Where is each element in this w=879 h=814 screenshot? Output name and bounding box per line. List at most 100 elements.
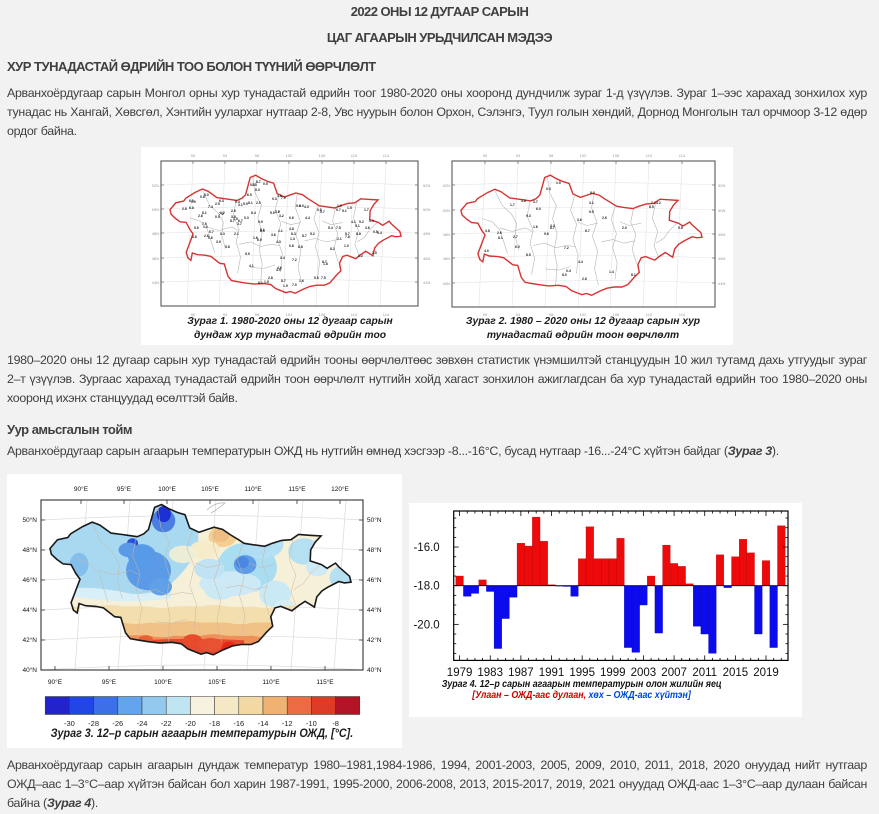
svg-text:2.6: 2.6 xyxy=(602,216,607,220)
svg-text:3.6: 3.6 xyxy=(577,218,582,222)
svg-text:2.8: 2.8 xyxy=(582,277,587,281)
svg-text:8.7: 8.7 xyxy=(302,234,307,238)
svg-text:1.9: 1.9 xyxy=(191,200,196,204)
svg-text:6.8: 6.8 xyxy=(189,199,194,203)
svg-text:9.4: 9.4 xyxy=(235,200,240,204)
svg-text:1983: 1983 xyxy=(477,667,503,679)
svg-text:8.0: 8.0 xyxy=(590,191,595,195)
svg-text:1.7: 1.7 xyxy=(364,208,369,212)
svg-text:8.7: 8.7 xyxy=(230,219,235,223)
svg-text:3.6: 3.6 xyxy=(271,233,276,237)
svg-text:8.7: 8.7 xyxy=(550,226,555,230)
svg-text:3.6: 3.6 xyxy=(365,226,370,230)
svg-text:2.8: 2.8 xyxy=(198,214,203,218)
svg-text:105°E: 105°E xyxy=(201,485,219,493)
svg-text:4.4: 4.4 xyxy=(578,260,583,264)
svg-text:-10: -10 xyxy=(306,719,317,728)
svg-text:48N: 48N xyxy=(423,231,430,236)
svg-text:50N: 50N xyxy=(152,207,159,212)
svg-text:0.5: 0.5 xyxy=(215,215,220,219)
svg-text:8.8: 8.8 xyxy=(356,232,361,236)
svg-text:7.2: 7.2 xyxy=(564,246,569,250)
svg-text:3.2: 3.2 xyxy=(656,201,661,205)
svg-text:98: 98 xyxy=(549,153,554,158)
svg-text:105°E: 105°E xyxy=(208,678,226,686)
svg-text:48N: 48N xyxy=(718,232,725,237)
svg-text:5.9: 5.9 xyxy=(270,211,275,215)
svg-text:4.3: 4.3 xyxy=(304,205,309,209)
svg-text:-20.0: -20.0 xyxy=(413,619,439,631)
svg-text:90: 90 xyxy=(483,312,488,317)
svg-text:-16.0: -16.0 xyxy=(413,542,439,554)
svg-text:94: 94 xyxy=(223,153,228,158)
svg-text:94: 94 xyxy=(516,153,521,158)
svg-text:44N: 44N xyxy=(443,281,450,286)
svg-text:110: 110 xyxy=(351,312,358,317)
svg-text:52N: 52N xyxy=(152,183,159,188)
svg-text:100°E: 100°E xyxy=(158,485,176,493)
svg-text:48°N: 48°N xyxy=(22,546,37,554)
svg-text:1.7: 1.7 xyxy=(275,210,280,214)
svg-text:7.5: 7.5 xyxy=(321,276,326,280)
svg-text:0.3: 0.3 xyxy=(244,216,249,220)
svg-text:102: 102 xyxy=(580,153,587,158)
svg-text:48N: 48N xyxy=(152,231,159,236)
svg-text:1.9: 1.9 xyxy=(233,217,238,221)
svg-text:7.4: 7.4 xyxy=(208,205,213,209)
svg-text:3.8: 3.8 xyxy=(231,215,236,219)
svg-text:3.8: 3.8 xyxy=(485,229,490,233)
svg-text:7.9: 7.9 xyxy=(275,210,280,214)
svg-text:0.3: 0.3 xyxy=(250,183,255,187)
svg-text:1.1: 1.1 xyxy=(278,229,283,233)
svg-text:5.9: 5.9 xyxy=(245,252,250,256)
svg-text:0.8: 0.8 xyxy=(317,208,322,212)
svg-text:102: 102 xyxy=(286,312,293,317)
svg-text:3.2: 3.2 xyxy=(279,214,284,218)
svg-text:46N: 46N xyxy=(152,256,159,261)
svg-text:98: 98 xyxy=(549,312,554,317)
svg-text:1991: 1991 xyxy=(539,667,565,679)
svg-text:4.4: 4.4 xyxy=(305,216,310,220)
svg-text:114: 114 xyxy=(679,153,686,158)
svg-text:6.8: 6.8 xyxy=(189,206,194,210)
svg-text:8.1: 8.1 xyxy=(498,236,503,240)
svg-text:-26: -26 xyxy=(112,719,123,728)
svg-text:2.6: 2.6 xyxy=(497,231,502,235)
svg-text:95°E: 95°E xyxy=(102,678,117,686)
svg-text:44°N: 44°N xyxy=(367,606,382,614)
svg-text:5.6: 5.6 xyxy=(314,276,319,280)
svg-text:-30: -30 xyxy=(64,719,75,728)
svg-text:1.5: 1.5 xyxy=(556,181,561,185)
svg-text:0.3: 0.3 xyxy=(546,187,551,191)
svg-text:106: 106 xyxy=(319,312,326,317)
svg-text:5.8: 5.8 xyxy=(678,226,683,230)
svg-text:0.8: 0.8 xyxy=(289,244,294,248)
svg-text:2.1: 2.1 xyxy=(234,232,239,236)
svg-text:9.9: 9.9 xyxy=(258,220,263,224)
svg-text:90: 90 xyxy=(483,153,488,158)
svg-text:106: 106 xyxy=(613,153,620,158)
svg-text:7.2: 7.2 xyxy=(292,258,297,262)
svg-text:9.6: 9.6 xyxy=(544,232,549,236)
svg-text:8.7: 8.7 xyxy=(281,279,286,283)
svg-text:90°E: 90°E xyxy=(48,678,63,686)
svg-text:1.0: 1.0 xyxy=(203,225,208,229)
svg-text:-18.0: -18.0 xyxy=(413,581,439,593)
svg-text:1.3: 1.3 xyxy=(290,237,295,241)
svg-text:8.1: 8.1 xyxy=(258,281,263,285)
svg-text:0.5: 0.5 xyxy=(373,230,378,234)
svg-text:90: 90 xyxy=(191,153,196,158)
svg-text:1.0: 1.0 xyxy=(337,204,342,208)
svg-text:8.1: 8.1 xyxy=(202,211,207,215)
svg-text:8.4: 8.4 xyxy=(251,211,256,215)
svg-text:1.6: 1.6 xyxy=(533,225,538,229)
svg-text:-16: -16 xyxy=(233,719,244,728)
svg-text:3.4: 3.4 xyxy=(280,256,285,260)
svg-text:4.8: 4.8 xyxy=(289,227,294,231)
svg-text:6.5: 6.5 xyxy=(247,193,252,197)
svg-text:1.0: 1.0 xyxy=(344,244,349,248)
svg-text:102: 102 xyxy=(286,153,293,158)
svg-text:6.0: 6.0 xyxy=(515,245,520,249)
svg-text:4.2: 4.2 xyxy=(358,254,363,258)
svg-text:1999: 1999 xyxy=(600,667,626,679)
